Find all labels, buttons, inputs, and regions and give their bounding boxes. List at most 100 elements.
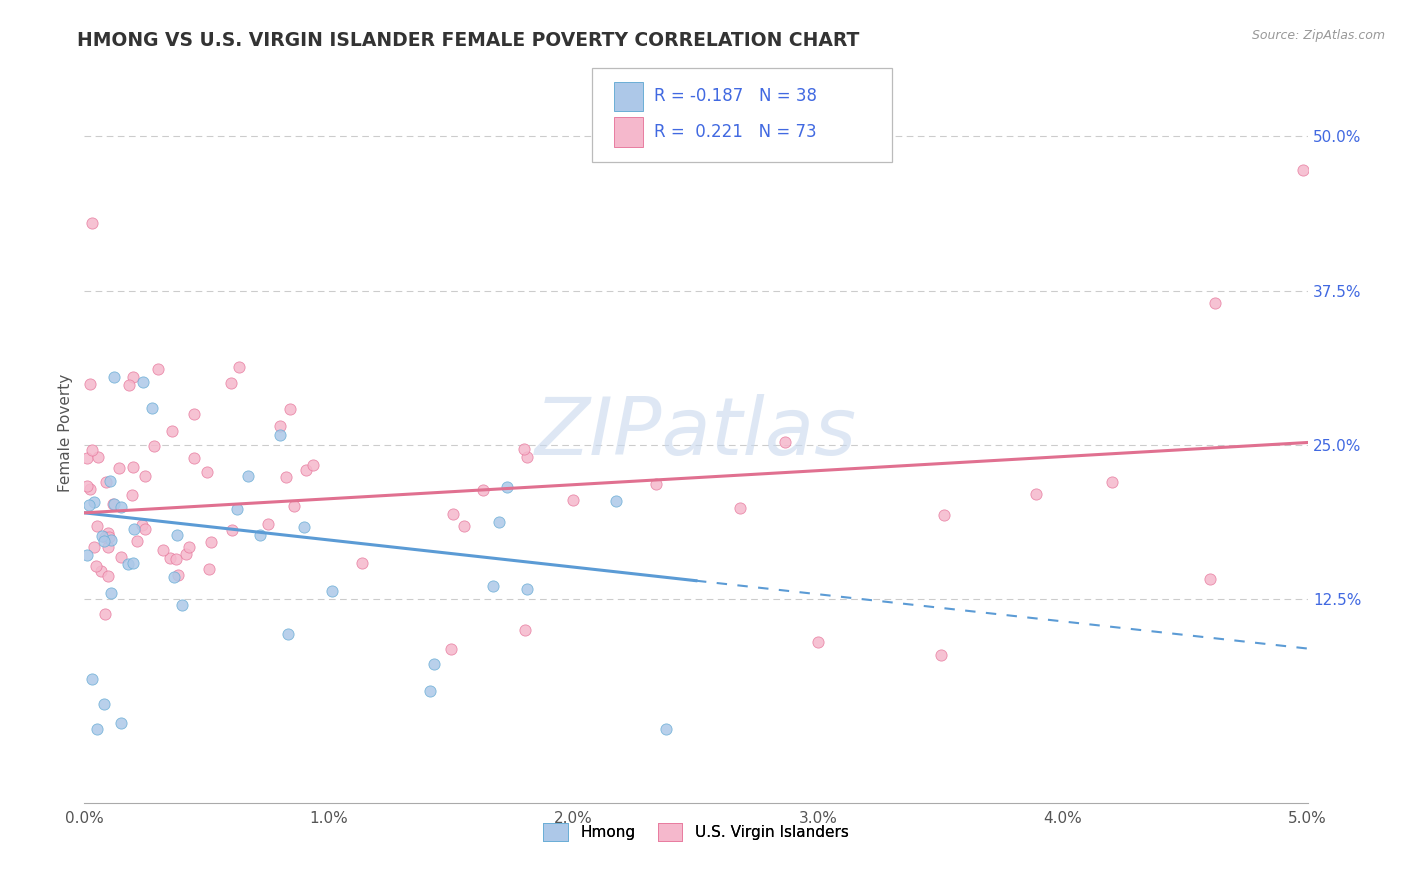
Point (228, 360, 250, 375)
Point (321, 583, 343, 598)
Point (159, 551, 181, 566)
Point (419, 684, 441, 698)
Point (97, 540, 120, 554)
Point (141, 401, 163, 416)
Point (79, 377, 101, 392)
Point (730, 500, 752, 515)
Point (91, 529, 114, 543)
Point (132, 375, 155, 389)
Point (654, 722, 676, 736)
Point (269, 428, 291, 442)
Point (278, 402, 301, 417)
Point (200, 534, 222, 549)
Point (269, 419, 291, 434)
Point (1198, 572, 1220, 586)
Point (274, 470, 297, 484)
Point (513, 442, 536, 457)
Point (94, 607, 117, 622)
Point (131, 518, 153, 533)
Point (83, 541, 105, 555)
Point (110, 500, 132, 515)
Point (134, 468, 156, 483)
Point (80, 442, 103, 457)
Point (117, 557, 139, 571)
Point (472, 483, 495, 497)
Point (195, 466, 218, 480)
Point (350, 557, 373, 571)
Point (277, 627, 299, 641)
Point (1025, 486, 1047, 500)
Point (645, 476, 668, 491)
Point (146, 362, 169, 376)
Point (83, 494, 105, 508)
Point (488, 516, 510, 530)
Point (84, 559, 107, 574)
FancyBboxPatch shape (614, 117, 644, 147)
Point (110, 715, 132, 730)
Point (118, 377, 141, 392)
Point (87, 450, 110, 464)
Point (283, 500, 305, 514)
Point (929, 648, 952, 662)
Point (1101, 475, 1123, 489)
Point (76, 548, 98, 562)
Point (97, 568, 120, 582)
Text: Source: ZipAtlas.com: Source: ZipAtlas.com (1251, 29, 1385, 42)
Point (121, 488, 143, 502)
Point (93, 697, 115, 711)
Point (932, 508, 955, 522)
Point (172, 599, 194, 613)
Point (238, 469, 260, 483)
Point (134, 522, 156, 536)
Point (221, 524, 243, 538)
Point (441, 507, 464, 521)
Point (166, 527, 188, 541)
Point (423, 657, 446, 671)
Point (481, 579, 503, 593)
Point (100, 533, 122, 548)
Point (97, 526, 120, 541)
Point (100, 586, 122, 600)
Point (605, 493, 627, 508)
Point (773, 434, 796, 449)
Point (86, 722, 108, 736)
Point (183, 407, 205, 421)
Point (183, 451, 205, 466)
Point (495, 480, 517, 494)
Point (516, 582, 538, 597)
Point (294, 463, 316, 477)
Point (122, 459, 145, 474)
Point (1204, 296, 1226, 310)
Point (79, 482, 101, 496)
Point (198, 562, 221, 576)
Point (174, 547, 197, 561)
Text: R = -0.187   N = 38: R = -0.187 N = 38 (654, 87, 817, 105)
Point (122, 521, 145, 535)
FancyBboxPatch shape (592, 68, 891, 162)
Point (257, 517, 280, 532)
Point (152, 543, 174, 558)
Point (562, 493, 585, 508)
Point (513, 623, 536, 637)
Point (93, 534, 115, 549)
Point (80, 673, 103, 687)
Point (165, 552, 187, 566)
Point (122, 370, 145, 384)
Point (90, 564, 112, 578)
Point (125, 533, 148, 548)
Legend: Hmong, U.S. Virgin Islanders: Hmong, U.S. Virgin Islanders (537, 817, 855, 847)
Point (516, 450, 538, 464)
Point (107, 461, 129, 475)
Point (453, 518, 475, 533)
Point (302, 458, 325, 472)
Point (103, 370, 125, 384)
Point (103, 497, 125, 511)
Point (94, 475, 117, 489)
Point (160, 424, 183, 438)
Point (225, 501, 247, 516)
Point (80, 216, 103, 230)
Point (77, 499, 100, 513)
Point (219, 376, 242, 391)
Point (177, 540, 200, 554)
Point (101, 497, 124, 511)
